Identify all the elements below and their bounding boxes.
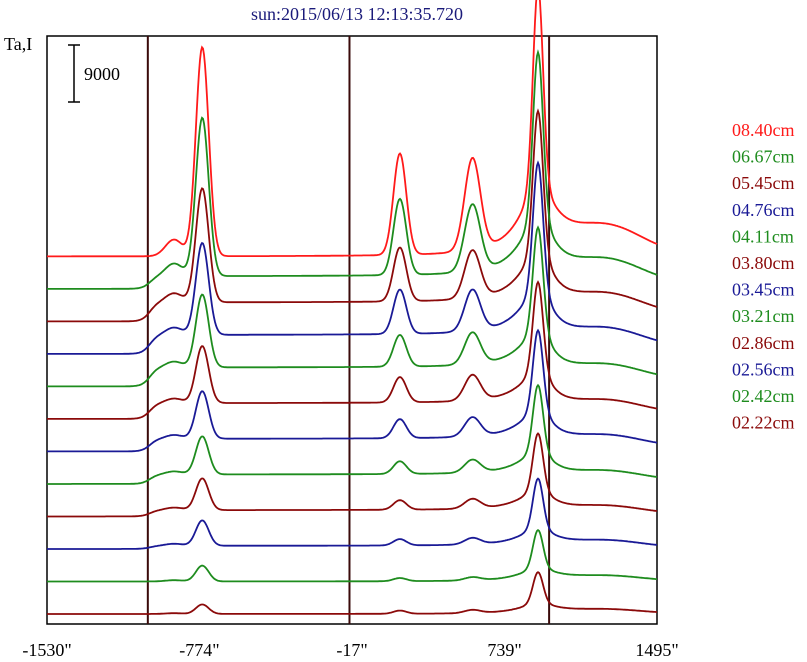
legend-item-03.80cm: 03.80cm xyxy=(732,253,795,273)
legend-item-04.11cm: 04.11cm xyxy=(732,226,794,246)
x-tick-label: -1530" xyxy=(22,640,71,660)
profile-series xyxy=(47,0,658,615)
legend-item-02.56cm: 02.56cm xyxy=(732,359,795,379)
scale-bar: 9000 xyxy=(68,44,120,103)
x-tick-label: 1495" xyxy=(635,640,678,660)
legend-item-05.45cm: 05.45cm xyxy=(732,173,795,193)
profile-line-03.80cm xyxy=(47,280,658,420)
legend-item-04.76cm: 04.76cm xyxy=(732,200,795,220)
x-tick-label: 739" xyxy=(487,640,521,660)
legend-item-02.22cm: 02.22cm xyxy=(732,413,795,433)
profile-line-06.67cm xyxy=(47,49,658,290)
x-tick-label: -774" xyxy=(179,640,219,660)
profile-line-05.45cm xyxy=(47,108,658,323)
legend-item-08.40cm: 08.40cm xyxy=(732,120,795,140)
profile-line-03.45cm xyxy=(47,328,658,453)
scale-bar-label: 9000 xyxy=(84,64,120,84)
profile-line-04.11cm xyxy=(47,225,658,388)
legend-item-06.67cm: 06.67cm xyxy=(732,147,795,167)
profile-line-02.42cm xyxy=(47,528,657,583)
profile-line-02.56cm xyxy=(47,477,658,550)
profile-line-03.21cm xyxy=(47,383,658,485)
profile-line-02.86cm xyxy=(47,432,658,518)
legend-item-03.21cm: 03.21cm xyxy=(732,306,795,326)
x-tick-labels: -1530" -774" -17" 739" 1495" xyxy=(22,640,678,660)
x-tick-label: -17" xyxy=(336,640,367,660)
legend: 08.40cm 06.67cm 05.45cm 04.76cm 04.11cm 03.80… xyxy=(732,120,795,433)
y-axis-label: Ta,I xyxy=(4,34,32,54)
profile-line-04.76cm xyxy=(47,160,658,355)
chart-title: sun:2015/06/13 12:13:35.720 xyxy=(251,4,463,24)
legend-item-03.45cm: 03.45cm xyxy=(732,280,795,300)
profile-line-02.22cm xyxy=(47,571,658,615)
plot-frame xyxy=(46,35,658,625)
legend-item-02.42cm: 02.42cm xyxy=(732,386,795,406)
profile-line-08.40cm xyxy=(47,0,658,258)
legend-item-02.86cm: 02.86cm xyxy=(732,333,795,353)
